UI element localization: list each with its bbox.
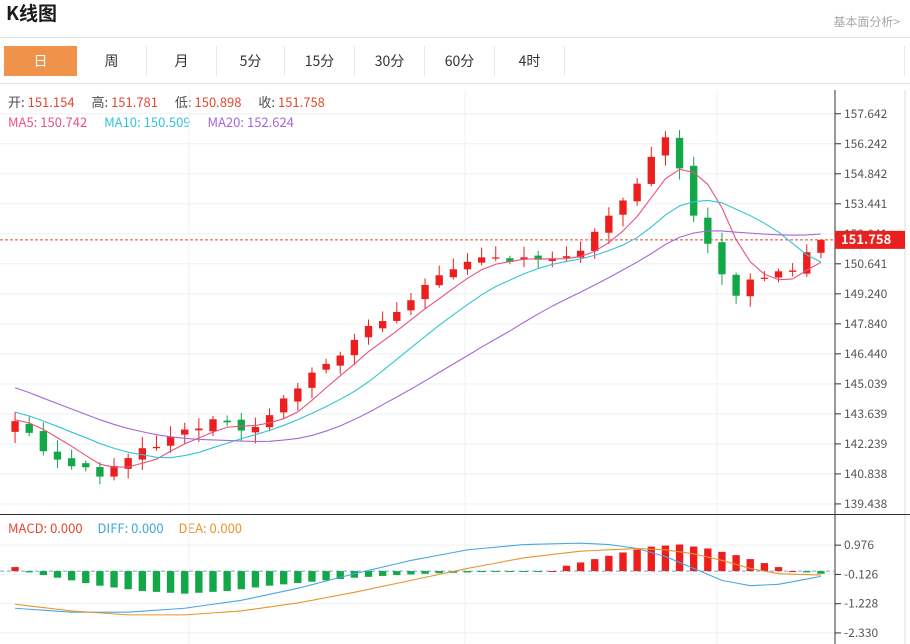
svg-text:-1.228: -1.228 [844,595,878,612]
svg-text:150.641: 150.641 [844,255,887,272]
svg-text:-2.330: -2.330 [844,624,878,641]
svg-text:139.438: 139.438 [844,495,888,512]
svg-text:156.242: 156.242 [844,135,888,152]
svg-text:154.842: 154.842 [844,165,888,182]
svg-text:147.840: 147.840 [844,315,888,332]
svg-text:149.240: 149.240 [844,285,888,302]
svg-text:143.639: 143.639 [844,405,887,422]
svg-text:0.976: 0.976 [844,536,874,553]
svg-text:142.239: 142.239 [844,435,887,452]
svg-text:145.039: 145.039 [844,375,887,392]
svg-text:-0.126: -0.126 [844,565,878,582]
svg-text:140.838: 140.838 [844,465,888,482]
svg-text:146.440: 146.440 [844,345,888,362]
svg-text:157.642: 157.642 [844,105,888,122]
svg-text:153.441: 153.441 [844,195,887,212]
svg-text:151.758: 151.758 [841,229,892,248]
